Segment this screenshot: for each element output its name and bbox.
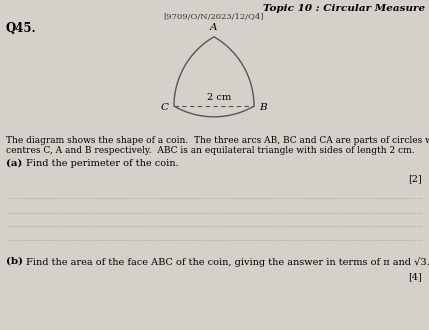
Text: [4]: [4] (408, 272, 422, 281)
Text: Topic 10 : Circular Measure: Topic 10 : Circular Measure (263, 4, 425, 13)
Text: C: C (161, 103, 169, 112)
Text: (b): (b) (6, 257, 23, 266)
Text: (a): (a) (6, 159, 22, 168)
Text: Find the perimeter of the coin.: Find the perimeter of the coin. (26, 159, 178, 168)
Text: Q45.: Q45. (6, 22, 36, 35)
Text: B: B (259, 103, 267, 112)
Text: Find the area of the face ABC of the coin, giving the answer in terms of π and √: Find the area of the face ABC of the coi… (26, 257, 429, 267)
Text: A: A (210, 23, 218, 32)
Text: 2 cm: 2 cm (207, 93, 231, 102)
Text: centres C, A and B respectively.  ABC is an equilateral triangle with sides of l: centres C, A and B respectively. ABC is … (6, 146, 414, 155)
Text: [9709/O/N/2023/12/Q4]: [9709/O/N/2023/12/Q4] (164, 13, 264, 21)
Text: The diagram shows the shape of a coin.  The three arcs AB, BC and CA are parts o: The diagram shows the shape of a coin. T… (6, 136, 429, 145)
Text: [2]: [2] (408, 174, 422, 183)
